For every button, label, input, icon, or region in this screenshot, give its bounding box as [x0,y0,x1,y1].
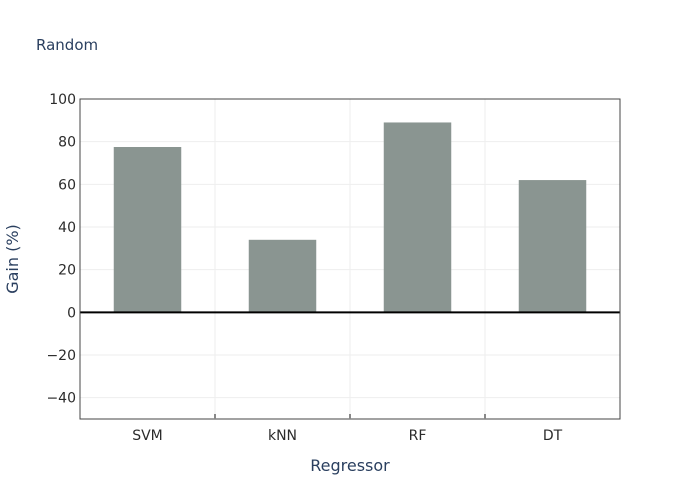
y-tick-label: 60 [58,177,76,193]
x-axis-title: Regressor [310,456,390,475]
chart-title: Random [36,36,98,54]
x-tick-label: kNN [268,428,297,444]
bar-rf [383,122,452,313]
y-tick-label: 40 [58,220,76,236]
y-tick-label: 80 [58,135,76,151]
y-tick-labels: 100 80 60 40 20 0 −20 −40 [46,92,76,407]
bars [113,122,587,313]
y-tick-label: −20 [46,348,76,364]
y-tick-label: 100 [49,92,76,108]
bar-dt [518,180,587,313]
x-ticks [214,414,486,419]
x-tick-label: DT [543,428,563,444]
y-axis-title: Gain (%) [3,224,22,294]
bar-svm [113,147,182,313]
y-tick-label: 0 [67,305,76,321]
bar-knn [248,239,317,313]
y-tick-label: 20 [58,263,76,279]
x-tick-label: SVM [132,428,163,444]
y-tick-label: −40 [46,391,76,407]
x-tick-labels: SVM kNN RF DT [132,428,562,444]
x-tick-label: RF [409,428,427,444]
